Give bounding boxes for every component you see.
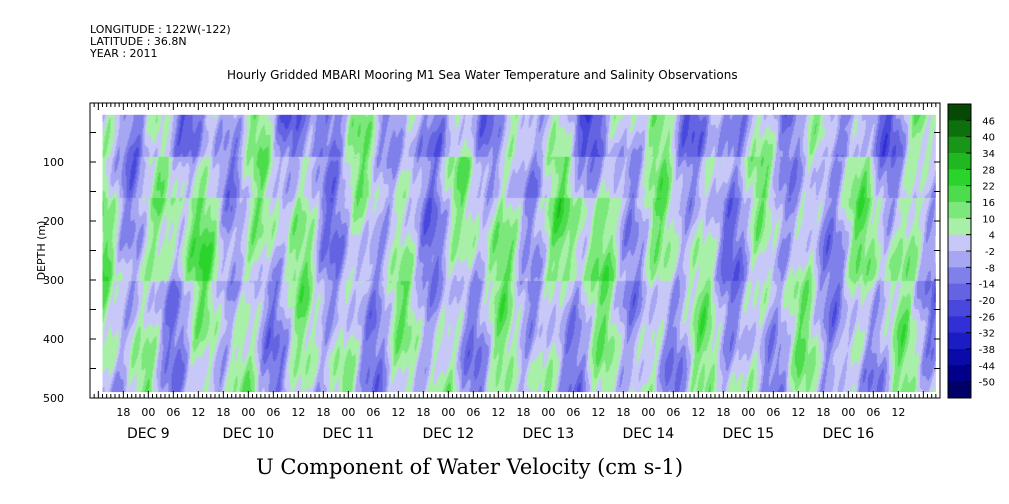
colorbar-label: 28 — [982, 165, 995, 176]
colorbar-label: 34 — [982, 149, 995, 160]
x-day-label: DEC 12 — [422, 426, 474, 442]
x-hour-label: 18 — [116, 406, 130, 419]
x-hour-label: 00 — [441, 406, 455, 419]
colorbar-swatch — [948, 365, 971, 383]
colorbar-label: -32 — [979, 329, 995, 340]
chart-title: Hourly Gridded MBARI Mooring M1 Sea Wate… — [227, 68, 738, 82]
x-day-label: DEC 11 — [322, 426, 374, 442]
y-tick-label: 400 — [43, 333, 64, 346]
x-day-label: DEC 14 — [622, 426, 674, 442]
x-hour-label: 12 — [691, 406, 705, 419]
x-hour-label: 00 — [641, 406, 655, 419]
x-hour-label: 06 — [666, 406, 680, 419]
x-hour-label: 12 — [491, 406, 505, 419]
axes: 18 00 06 12 18 00 06 12 18 00 06 12 18 00 06 12 18 00 06 12… — [35, 102, 941, 442]
x-hour-label: 06 — [766, 406, 780, 419]
x-hour-label: 18 — [616, 406, 630, 419]
colorbar-swatch — [948, 349, 971, 366]
heatmap-field — [102, 114, 936, 393]
x-hour-label: 12 — [191, 406, 205, 419]
colorbar-swatch — [948, 381, 971, 399]
x-hour-label: 18 — [416, 406, 430, 419]
latitude-label: LATITUDE : 36.8N — [90, 35, 187, 48]
x-hour-label: 06 — [366, 406, 380, 419]
longitude-label: LONGITUDE : 122W(-122) — [90, 23, 231, 36]
y-tick-label: 300 — [43, 274, 64, 287]
x-hour-label: 00 — [541, 406, 555, 419]
y-tick-label: 200 — [43, 215, 64, 228]
x-hour-label: 18 — [716, 406, 730, 419]
colorbar-swatch — [948, 300, 971, 317]
colorbar-swatch — [948, 169, 971, 187]
colorbar-swatch — [948, 104, 971, 121]
colorbar-label: -14 — [979, 280, 995, 291]
colorbar-label: -38 — [979, 345, 995, 356]
x-hour-label: 12 — [291, 406, 305, 419]
colorbar-swatch — [948, 136, 971, 154]
colorbar-swatch — [948, 202, 971, 219]
x-hour-label: 00 — [741, 406, 755, 419]
colorbar-label: 16 — [982, 198, 995, 209]
x-day-label: DEC 13 — [522, 426, 574, 442]
colorbar-swatch — [948, 251, 971, 268]
colorbar: 46 40 34 28 22 16 10 4 -2 -8 -14 -20 -26 -32 -38 -44 -50 — [947, 103, 995, 399]
colorbar-label: -50 — [979, 378, 995, 389]
x-hour-label: 18 — [316, 406, 330, 419]
colorbar-swatch — [948, 153, 971, 170]
colorbar-swatch — [948, 234, 971, 252]
x-hour-label: 00 — [341, 406, 355, 419]
x-day-label: DEC 9 — [127, 426, 170, 442]
x-hour-label: 06 — [266, 406, 280, 419]
x-hour-label: 06 — [566, 406, 580, 419]
colorbar-swatch — [948, 218, 971, 236]
colorbar-swatch — [948, 283, 971, 301]
colorbar-label: 4 — [989, 231, 995, 242]
x-axis-title: U Component of Water Velocity (cm s-1) — [256, 455, 684, 479]
x-hour-label: 12 — [391, 406, 405, 419]
plot-area — [102, 114, 936, 393]
colorbar-swatch — [948, 316, 971, 334]
x-hour-label: 00 — [841, 406, 855, 419]
colorbar-label: 22 — [982, 182, 995, 193]
colorbar-label: -2 — [985, 247, 995, 258]
colorbar-swatch — [948, 120, 971, 138]
x-hour-label: 00 — [241, 406, 255, 419]
x-hour-label: 00 — [141, 406, 155, 419]
x-day-label: DEC 10 — [222, 426, 274, 442]
x-hour-label: 06 — [166, 406, 180, 419]
x-hour-label: 18 — [816, 406, 830, 419]
x-day-label: DEC 16 — [822, 426, 874, 442]
colorbar-swatch — [948, 332, 971, 350]
colorbar-label: 46 — [982, 116, 995, 127]
year-label: YEAR : 2011 — [90, 47, 158, 60]
x-hour-label: 12 — [591, 406, 605, 419]
colorbar-label: -20 — [979, 296, 995, 307]
y-tick-label: 100 — [43, 156, 64, 169]
x-day-label: DEC 15 — [722, 426, 774, 442]
x-hour-label: 12 — [891, 406, 905, 419]
x-hour-label: 18 — [516, 406, 530, 419]
colorbar-label: -44 — [979, 361, 995, 372]
x-hour-label: 12 — [791, 406, 805, 419]
colorbar-label: -26 — [979, 312, 995, 323]
x-hour-label: 18 — [216, 406, 230, 419]
colorbar-swatch — [948, 267, 971, 285]
colorbar-swatch — [948, 185, 971, 203]
y-tick-label: 500 — [43, 392, 64, 405]
colorbar-label: -8 — [985, 263, 995, 274]
x-hour-label: 06 — [866, 406, 880, 419]
colorbar-label: 40 — [982, 133, 995, 144]
x-hour-label: 06 — [466, 406, 480, 419]
colorbar-label: 10 — [982, 214, 995, 225]
y-axis-title: DEPTH (m) — [35, 221, 48, 281]
